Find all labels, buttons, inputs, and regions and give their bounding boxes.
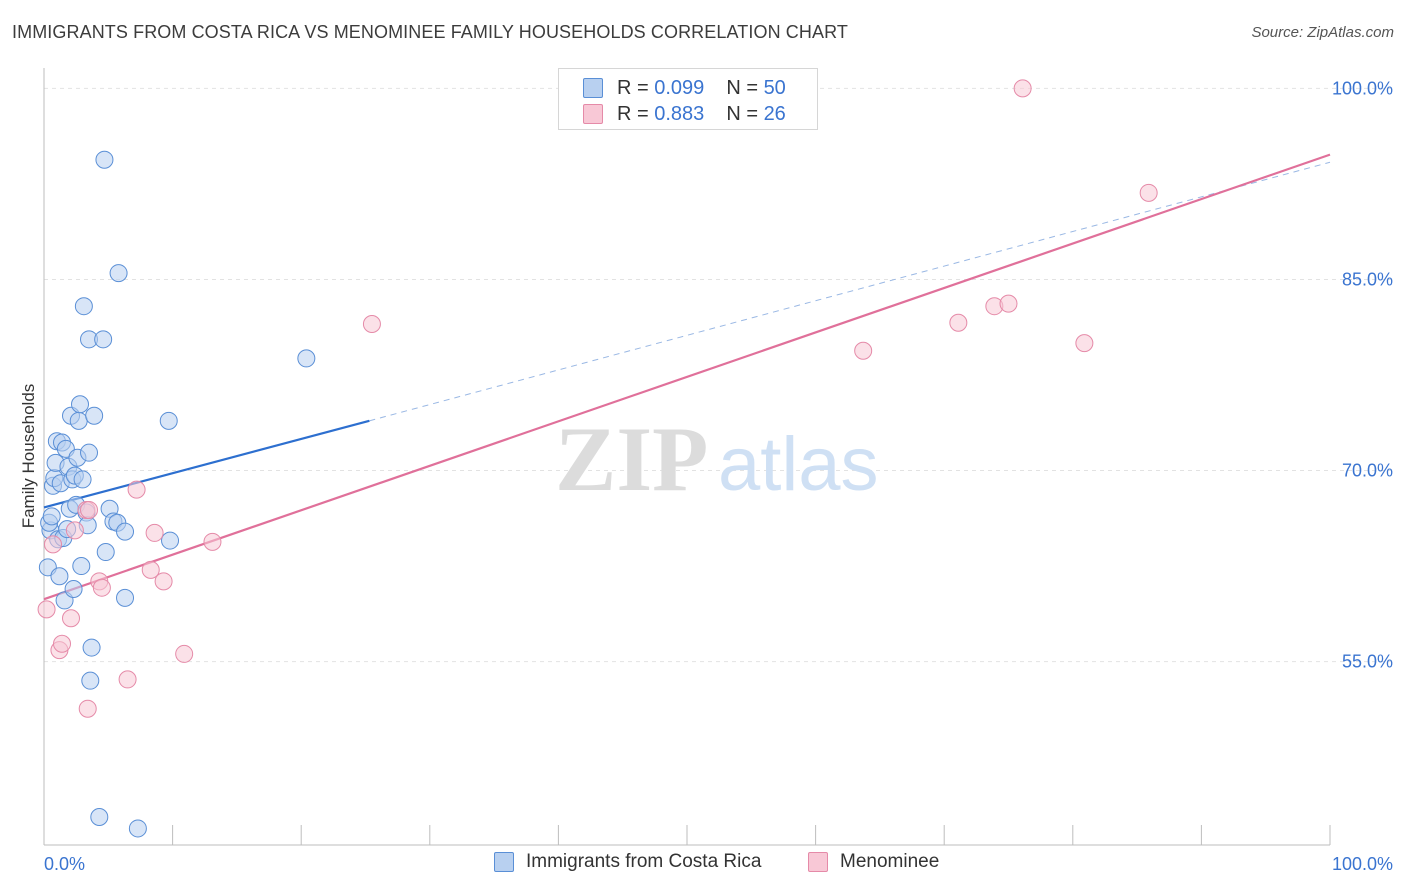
point-costa-rica (116, 522, 135, 541)
point-menominee (175, 644, 194, 663)
legend-label: Menominee (840, 851, 940, 872)
point-menominee (1139, 183, 1158, 202)
point-costa-rica (94, 330, 113, 349)
point-costa-rica (116, 588, 135, 607)
watermark-atlas: atlas (718, 422, 879, 507)
chart-title: IMMIGRANTS FROM COSTA RICA VS MENOMINEE … (12, 22, 848, 42)
y-tick-label: 55.0% (1342, 652, 1393, 672)
legend-swatch-pink (808, 852, 828, 872)
x-tick-label: 0.0% (44, 854, 85, 874)
point-costa-rica (95, 150, 114, 169)
point-costa-rica (85, 406, 104, 425)
data-points (37, 79, 1158, 838)
legend-swatch-pink (583, 104, 603, 124)
trend-line-menominee (43, 153, 1331, 601)
x-tick-labels: 0.0% 100.0% (44, 854, 1393, 874)
point-costa-rica (50, 567, 69, 586)
trend-lines (43, 153, 1331, 601)
r-value: 0.883 (654, 102, 705, 125)
n-value: 26 (763, 102, 786, 125)
point-menominee (62, 609, 81, 628)
point-costa-rica (72, 557, 91, 576)
y-tick-label: 70.0% (1342, 461, 1393, 481)
watermark: ZIP atlas (555, 408, 879, 510)
point-menominee (949, 313, 968, 332)
point-costa-rica (128, 819, 147, 838)
point-costa-rica (64, 579, 83, 598)
series-legend: Immigrants from Costa Rica Menominee (0, 851, 1406, 877)
point-costa-rica (69, 411, 88, 430)
point-costa-rica (80, 443, 99, 462)
legend-swatch-blue (494, 852, 514, 872)
trend-line-costa-rica-extension (369, 161, 1331, 422)
point-menominee (1075, 334, 1094, 353)
y-tick-label: 100.0% (1332, 78, 1393, 98)
trend-line-costa-rica (43, 419, 370, 509)
n-label: N = (726, 102, 758, 125)
point-menominee (78, 699, 97, 718)
point-costa-rica (82, 638, 101, 657)
point-menominee (1013, 79, 1032, 98)
gridlines (44, 87, 1394, 663)
point-menominee (999, 294, 1018, 313)
point-menominee (154, 572, 173, 591)
point-costa-rica (42, 507, 61, 526)
point-menominee (53, 634, 72, 653)
y-axis-label: Family Households (19, 384, 38, 529)
point-menominee (203, 532, 222, 551)
point-menominee (362, 315, 381, 334)
r-value: 0.099 (654, 76, 705, 99)
n-value: 50 (763, 76, 786, 99)
point-costa-rica (81, 671, 100, 690)
point-costa-rica (73, 470, 92, 489)
point-menominee (854, 341, 873, 360)
point-menominee (145, 523, 164, 542)
legend-row-costa-rica: R = 0.099 N = 50 (583, 76, 786, 100)
watermark-zip: ZIP (555, 408, 708, 510)
x-tick-label: 100.0% (1332, 854, 1393, 874)
point-menominee (65, 521, 84, 540)
legend-item-costa-rica: Immigrants from Costa Rica (494, 851, 761, 873)
legend-swatch-blue (583, 78, 603, 98)
legend-item-menominee: Menominee (808, 851, 939, 873)
correlation-legend: R = 0.099 N = 50 R = 0.883 N = 26 (558, 68, 818, 130)
point-costa-rica (297, 349, 316, 368)
y-tick-labels: 100.0% 85.0% 70.0% 55.0% (1332, 78, 1393, 671)
legend-label: Immigrants from Costa Rica (526, 851, 762, 872)
point-costa-rica (109, 264, 128, 283)
point-costa-rica (90, 807, 109, 826)
point-costa-rica (161, 531, 180, 550)
point-costa-rica (96, 543, 115, 562)
point-menominee (118, 670, 137, 689)
point-menominee (141, 560, 160, 579)
legend-row-menominee: R = 0.883 N = 26 (583, 102, 786, 126)
r-label: R = (617, 76, 649, 99)
point-menominee (92, 578, 111, 597)
y-tick-label: 85.0% (1342, 269, 1393, 289)
point-menominee (37, 600, 56, 619)
point-menominee (80, 500, 99, 519)
point-costa-rica (71, 395, 90, 414)
point-menominee (127, 480, 146, 499)
point-menominee (44, 535, 63, 554)
x-ticks (172, 825, 1331, 845)
source-label: Source: ZipAtlas.com (1251, 24, 1394, 41)
n-label: N = (726, 76, 758, 99)
point-costa-rica (74, 297, 93, 316)
r-label: R = (617, 102, 649, 125)
point-costa-rica (159, 411, 178, 430)
